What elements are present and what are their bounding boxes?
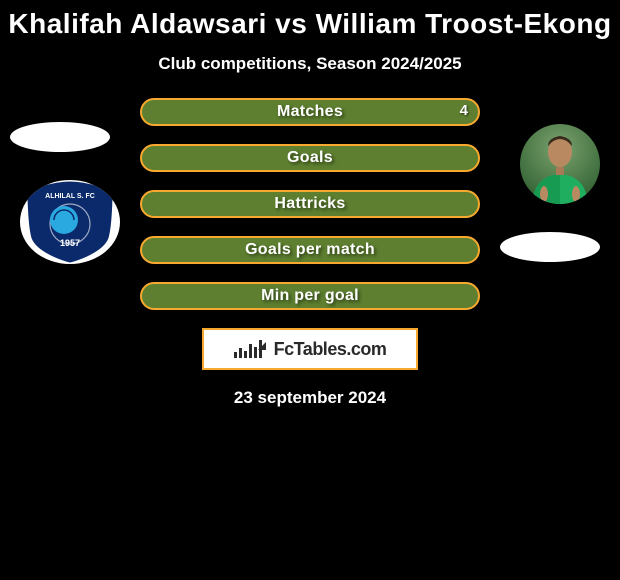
- season-subtitle: Club competitions, Season 2024/2025: [0, 54, 620, 74]
- player2-avatar-svg: [520, 124, 600, 204]
- stat-row-goals: Goals: [140, 144, 480, 172]
- trend-arrow-icon: [258, 342, 266, 350]
- player2-club-placeholder-ellipse: [500, 232, 600, 262]
- brand-text: FcTables.com: [274, 339, 387, 360]
- stat-row-hattricks: Hattricks: [140, 190, 480, 218]
- player1-placeholder-ellipse: [10, 122, 110, 152]
- stat-row-matches: Matches 4: [140, 98, 480, 126]
- stat-label: Hattricks: [274, 195, 345, 213]
- stat-label: Goals: [287, 149, 333, 167]
- stat-label: Min per goal: [261, 287, 359, 305]
- brand-logo-box: FcTables.com: [202, 328, 418, 370]
- stat-row-min-per-goal: Min per goal: [140, 282, 480, 310]
- player2-photo: [520, 124, 600, 204]
- svg-text:ALHILAL S. FC: ALHILAL S. FC: [45, 193, 95, 200]
- snapshot-date: 23 september 2024: [0, 388, 620, 408]
- brand-logo-inner: FcTables.com: [234, 339, 387, 360]
- svg-text:1957: 1957: [60, 238, 80, 248]
- comparison-title: Khalifah Aldawsari vs William Troost-Eko…: [0, 0, 620, 40]
- stat-label: Goals per match: [245, 241, 375, 259]
- stat-row-goals-per-match: Goals per match: [140, 236, 480, 264]
- player1-club-logo: ALHILAL S. FC 1957: [20, 180, 120, 264]
- stat-label: Matches: [277, 103, 343, 121]
- stat-value-right: 4: [460, 102, 468, 119]
- alhilal-logo-svg: ALHILAL S. FC 1957: [20, 180, 120, 264]
